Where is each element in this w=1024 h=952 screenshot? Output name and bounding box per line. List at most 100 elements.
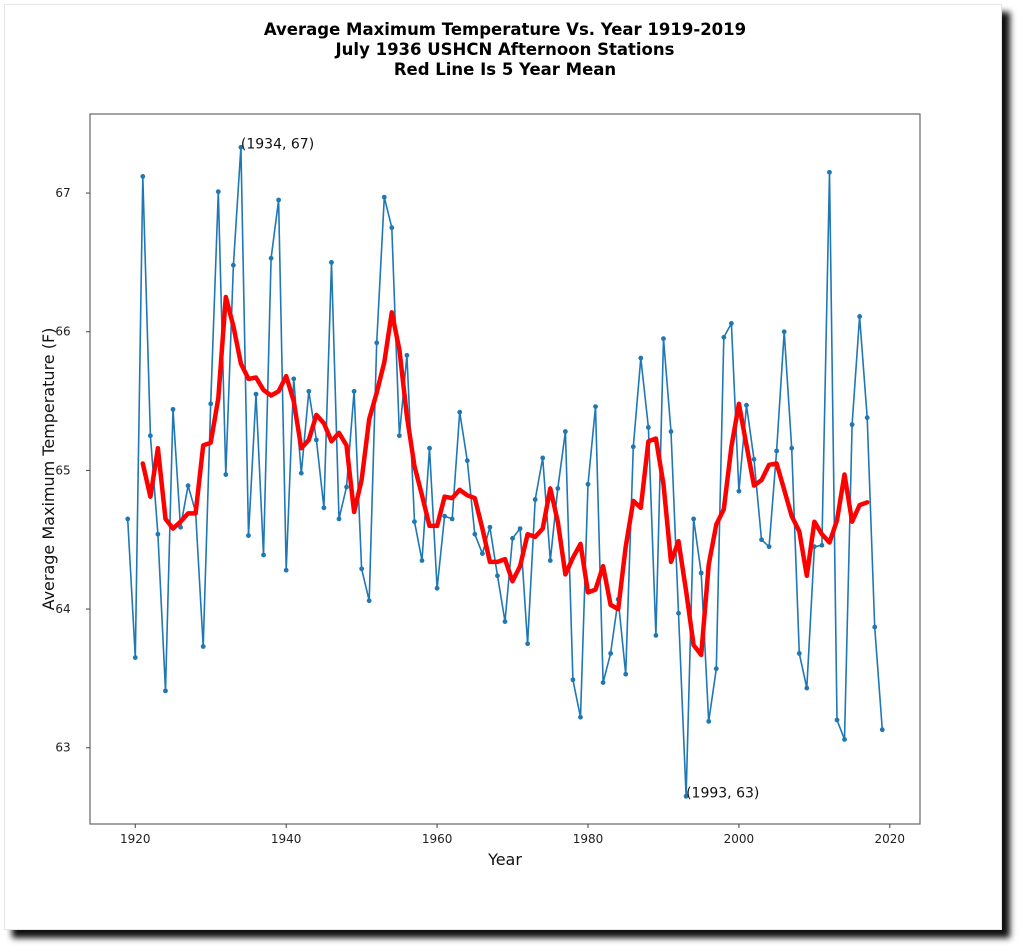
annual-data-point <box>721 334 727 340</box>
annual-data-point <box>600 680 606 685</box>
five-year-mean-line <box>140 294 870 658</box>
annual-data-point <box>230 262 236 268</box>
annual-data-point <box>645 424 651 430</box>
annual-data-point <box>261 552 266 558</box>
annual-data-point <box>223 472 229 477</box>
annual-data-point <box>857 314 863 319</box>
annual-data-point <box>283 567 289 573</box>
annual-data-point <box>140 174 146 179</box>
annual-data-point <box>842 737 847 742</box>
annual-data-point <box>683 793 689 799</box>
annual-data-point <box>630 444 636 450</box>
annual-data-point <box>479 551 485 556</box>
annual-data-point <box>412 519 417 525</box>
annual-data-point <box>827 169 832 175</box>
annual-data-point <box>359 566 365 572</box>
chart-title: Average Maximum Temperature Vs. Year 191… <box>0 20 1010 80</box>
annual-data-point <box>547 558 553 563</box>
annual-data-point <box>570 677 576 683</box>
annual-data-point <box>728 320 734 326</box>
y-tick-label: 64 <box>55 602 70 616</box>
title-line-2: July 1936 USHCN Afternoon Stations <box>335 40 675 59</box>
annual-data-point <box>344 484 349 490</box>
annual-data-point <box>253 391 259 397</box>
annual-data-point <box>178 524 183 530</box>
title-line-1: Average Maximum Temperature Vs. Year 191… <box>263 20 747 39</box>
y-tick-label: 65 <box>55 463 70 477</box>
x-tick-label: 1920 <box>120 832 151 846</box>
x-tick-label: 1940 <box>271 832 302 846</box>
annual-data-point <box>155 531 161 537</box>
x-tick-label: 1980 <box>573 832 604 846</box>
annual-data-point <box>766 544 772 550</box>
annual-data-point <box>698 570 704 576</box>
annual-data-point <box>555 486 561 491</box>
annual-data-point <box>872 624 878 630</box>
y-tick-label: 67 <box>55 186 70 200</box>
annual-data-point <box>163 688 168 694</box>
annual-data-point <box>585 481 591 487</box>
annual-data-point <box>306 388 312 394</box>
annual-data-point <box>215 189 221 195</box>
annual-data-point <box>608 651 614 656</box>
annual-data-point <box>517 526 523 532</box>
annual-data-point <box>796 651 802 656</box>
annual-data-point <box>389 225 395 231</box>
annual-data-point <box>208 401 214 407</box>
annual-data-point <box>366 598 372 604</box>
annual-data-point <box>147 433 153 439</box>
annual-series-line <box>126 146 884 798</box>
annual-data-point <box>525 641 531 647</box>
annual-data-point <box>774 448 780 454</box>
x-axis-label: Year <box>487 850 522 869</box>
annual-data-point <box>562 429 568 434</box>
annual-data-point <box>246 533 251 538</box>
annual-data-point <box>396 433 402 439</box>
annual-data-point <box>744 402 749 408</box>
annual-data-point <box>540 455 546 461</box>
annual-data-point <box>442 513 448 519</box>
annual-data-point <box>879 727 885 733</box>
annual-data-point <box>434 585 440 591</box>
x-tick-label: 2000 <box>724 832 755 846</box>
annual-data-point <box>781 329 787 335</box>
annual-data-point <box>593 404 598 409</box>
annual-data-point <box>759 537 764 543</box>
annual-data-point <box>819 542 825 548</box>
annual-data-point <box>864 415 870 421</box>
annual-data-point <box>329 259 334 265</box>
annual-data-point <box>713 666 719 672</box>
annual-data-point <box>849 422 855 428</box>
annual-data-point <box>510 535 515 541</box>
x-tick-label: 1960 <box>422 832 453 846</box>
annual-data-point <box>487 524 493 530</box>
annual-data-point <box>291 376 297 382</box>
annual-data-point <box>298 470 304 476</box>
annual-data-point <box>276 197 282 203</box>
annual-data-point <box>132 655 138 660</box>
annual-data-point <box>185 483 191 489</box>
annual-data-point <box>313 437 319 443</box>
annual-data-point <box>653 633 659 638</box>
annual-data-point <box>676 610 681 616</box>
annual-data-point <box>834 717 840 723</box>
annual-data-point <box>668 429 674 434</box>
annual-data-point <box>804 685 810 691</box>
annual-data-point <box>200 644 206 649</box>
annual-data-point <box>336 516 342 522</box>
axes-frame <box>89 113 921 825</box>
annual-data-point <box>495 573 500 579</box>
annual-data-point <box>427 445 432 451</box>
annotation-label: (1993, 63) <box>686 785 759 801</box>
y-tick-label: 66 <box>55 325 70 339</box>
annual-data-point <box>751 456 757 462</box>
figure-frame <box>4 4 1002 930</box>
annual-data-point <box>170 406 176 412</box>
annual-data-point <box>578 714 583 720</box>
annual-data-point <box>464 458 470 464</box>
annual-data-point <box>532 497 538 502</box>
annual-data-point <box>457 409 463 415</box>
annual-data-point <box>419 558 425 563</box>
annual-data-point <box>449 516 455 522</box>
annual-data-point <box>268 255 274 261</box>
